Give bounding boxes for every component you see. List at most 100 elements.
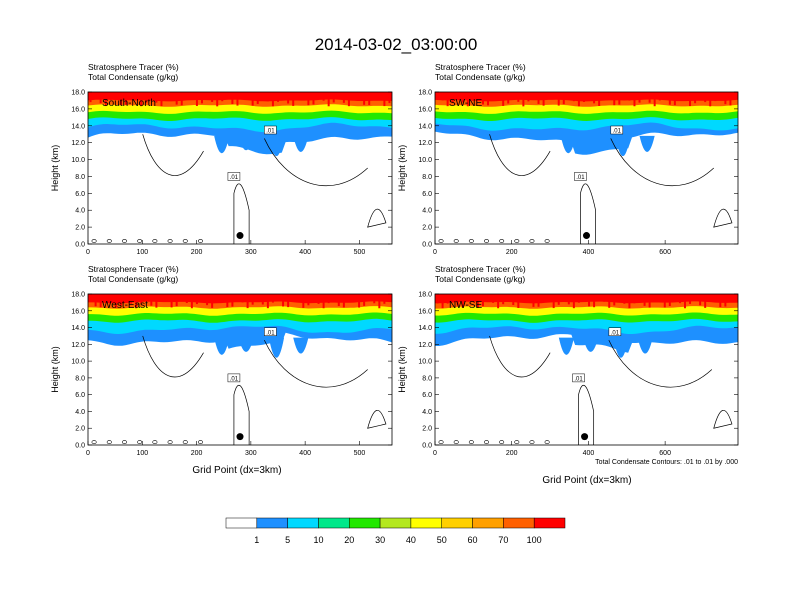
x-tick-label: 100 — [136, 450, 148, 457]
tracer-band-100pct — [88, 294, 392, 304]
x-tick-label: 400 — [583, 450, 595, 457]
condensate-contour — [264, 339, 368, 388]
condensate-contour — [367, 410, 387, 429]
x-tick-label: 0 — [86, 450, 90, 457]
contour-label: .01 — [574, 376, 583, 382]
panel-label-tracer: Stratosphere Tracer (%) — [435, 62, 526, 72]
y-tick-label: 16.0 — [418, 106, 432, 113]
x-tick-label: 400 — [299, 450, 311, 457]
condensate-contour — [152, 239, 158, 243]
condensate-contour — [544, 440, 550, 444]
plot-frame — [87, 91, 393, 245]
plot-frame — [434, 91, 739, 245]
x-tick-label: 500 — [354, 450, 366, 457]
y-tick-label: 0.0 — [75, 443, 85, 450]
y-tick-label: 6.0 — [422, 392, 432, 399]
condensate-contour — [484, 440, 490, 444]
panel-label-tracer: Stratosphere Tracer (%) — [88, 264, 179, 274]
tracer-plume — [615, 135, 631, 157]
colorbar-label: 60 — [468, 535, 478, 545]
colorbar-swatch — [225, 517, 258, 529]
tracer-plume — [560, 135, 576, 154]
condensate-contour — [438, 440, 444, 444]
tracer-plume — [268, 135, 285, 157]
colorbar-label: 50 — [437, 535, 447, 545]
tracer-plume — [214, 135, 230, 154]
panel-label-tracer: Stratosphere Tracer (%) — [88, 62, 179, 72]
tracer-band-100pct — [435, 294, 738, 304]
tracer-plume — [637, 337, 653, 354]
y-tick-label: 2.0 — [75, 225, 85, 232]
plot-area: .01 .01 — [88, 92, 392, 244]
colorbar-swatch — [441, 517, 473, 529]
y-tick-label: 18.0 — [71, 292, 85, 299]
plot-frame — [87, 293, 393, 446]
y-tick-label: 2.0 — [422, 225, 432, 232]
plot-frame — [434, 293, 739, 446]
x-tick-label: 100 — [136, 249, 148, 256]
y-tick-label: 8.0 — [422, 174, 432, 181]
y-tick-label: 10.0 — [418, 359, 432, 366]
x-tick-label: 400 — [583, 249, 595, 256]
y-tick-label: 16.0 — [71, 308, 85, 315]
y-tick-label: 8.0 — [75, 174, 85, 181]
colorbar-swatch — [256, 517, 288, 529]
tracer-plume — [293, 135, 309, 152]
condensate-contour — [453, 440, 459, 444]
location-marker — [581, 433, 589, 441]
condensate-contour — [167, 239, 173, 243]
tracer-plume — [238, 135, 254, 151]
tracer-plume — [639, 135, 655, 152]
condensate-contour — [121, 239, 127, 243]
condensate-contour — [489, 134, 551, 176]
y-tick-label: 16.0 — [71, 106, 85, 113]
plot-area: .01 .01 — [435, 294, 738, 445]
colorbar-label: 10 — [313, 535, 323, 545]
condensate-contour — [106, 239, 112, 243]
colorbar-swatch — [318, 517, 350, 529]
y-tick-label: 4.0 — [75, 208, 85, 215]
condensate-contour — [233, 384, 250, 445]
panel-south-north: Stratosphere Tracer (%)Total Condensate … — [50, 62, 393, 256]
x-tick-label: 0 — [433, 249, 437, 256]
condensate-contour — [529, 239, 535, 243]
tracer-plume — [214, 337, 230, 355]
condensate-contour — [529, 440, 535, 444]
condensate-contour — [713, 208, 733, 228]
condensate-contour — [137, 239, 143, 243]
y-axis-title: Height (km) — [397, 346, 407, 393]
y-tick-label: 4.0 — [75, 409, 85, 416]
x-tick-label: 0 — [86, 249, 90, 256]
y-axis-title: Height (km) — [50, 145, 60, 192]
condensate-contour — [438, 239, 444, 243]
tracer-plume — [584, 135, 601, 151]
y-tick-label: 12.0 — [71, 140, 85, 147]
colorbar-label: 5 — [285, 535, 290, 545]
contour-label-box — [574, 172, 587, 181]
colorbar-label: 20 — [344, 535, 354, 545]
cross-section-label: NW-SE — [449, 300, 482, 311]
condensate-contour — [499, 440, 505, 444]
panel-label-condensate: Total Condensate (g/kg) — [88, 274, 178, 284]
colorbar-swatch — [503, 517, 535, 529]
contour-label: .01 — [230, 376, 239, 382]
condensate-contour — [182, 239, 188, 243]
condensate-contour — [152, 440, 158, 444]
colorbar-label: 1 — [254, 535, 259, 545]
location-marker — [236, 433, 244, 441]
colorbar-swatch — [533, 517, 566, 529]
y-tick-label: 0.0 — [422, 443, 432, 450]
location-marker — [583, 232, 590, 240]
colorbar-swatch — [472, 517, 504, 529]
condensate-contour — [489, 335, 551, 378]
panel-nw-se: Stratosphere Tracer (%)Total Condensate … — [397, 264, 739, 457]
contour-label: .01 — [613, 129, 622, 135]
x-axis-label-left: Grid Point (dx=3km) — [192, 465, 281, 476]
panel-label-condensate: Total Condensate (g/kg) — [435, 274, 525, 284]
y-tick-label: 18.0 — [71, 90, 85, 97]
y-tick-label: 4.0 — [422, 409, 432, 416]
x-tick-label: 200 — [191, 450, 203, 457]
condensate-contour — [453, 239, 459, 243]
y-axis-title: Height (km) — [397, 145, 407, 192]
condensate-contour — [197, 440, 203, 444]
